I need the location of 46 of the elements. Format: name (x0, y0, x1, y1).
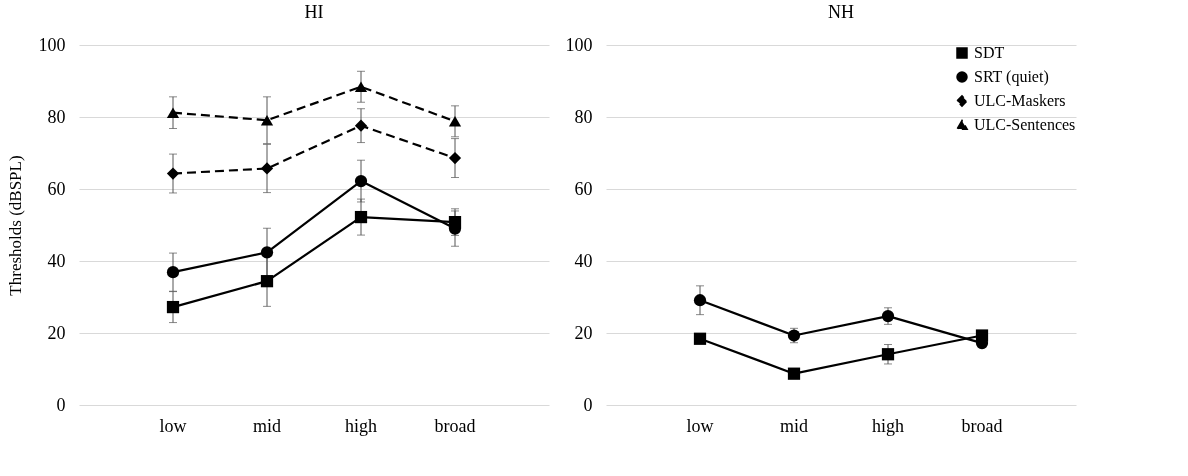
point (448, 116, 462, 127)
legend-label: SDT (974, 44, 1005, 61)
x-tick-label: broad (434, 415, 476, 436)
y-tick-label: 60 (47, 178, 66, 199)
y-tick-label: 20 (47, 322, 66, 343)
x-tick-label: mid (779, 415, 809, 436)
point (881, 348, 895, 361)
point (166, 300, 180, 314)
point (166, 107, 180, 118)
point (166, 167, 180, 180)
point (881, 309, 895, 323)
point (354, 81, 368, 93)
point (448, 151, 462, 165)
y-tick-label: 60 (574, 178, 593, 199)
x-tick-label: broad (961, 415, 1003, 436)
point (354, 119, 368, 132)
chart-title: NH (828, 2, 854, 22)
y-tick-label: 20 (574, 322, 593, 343)
y-tick-label: 80 (47, 106, 66, 127)
y-tick-label: 40 (47, 250, 66, 271)
x-tick-label: low (686, 415, 714, 436)
y-tick-label: 80 (574, 106, 593, 127)
point (354, 174, 368, 188)
point (260, 114, 274, 126)
y-tick-label: 100 (38, 34, 66, 55)
point (260, 162, 274, 175)
x-tick-label: high (871, 415, 905, 436)
y-axis-title: Thresholds (dBSPL) (5, 155, 25, 296)
x-tick-label: low (159, 415, 187, 436)
y-tick-label: 40 (574, 250, 593, 271)
point (260, 275, 274, 288)
legend-label: ULC-Sentences (974, 116, 1076, 133)
y-tick-label: 0 (583, 394, 593, 415)
chart-title: HI (304, 2, 324, 22)
point (354, 210, 368, 224)
point (693, 332, 707, 345)
point (166, 266, 180, 279)
y-tick-label: 0 (56, 394, 66, 415)
x-tick-label: mid (252, 415, 282, 436)
point (693, 294, 707, 307)
point (260, 246, 274, 259)
legend-label: SRT (quiet) (974, 68, 1049, 86)
y-tick-label: 100 (565, 34, 593, 55)
legend-label: ULC-Maskers (974, 92, 1066, 109)
x-tick-label: high (344, 415, 378, 436)
point (787, 367, 801, 380)
